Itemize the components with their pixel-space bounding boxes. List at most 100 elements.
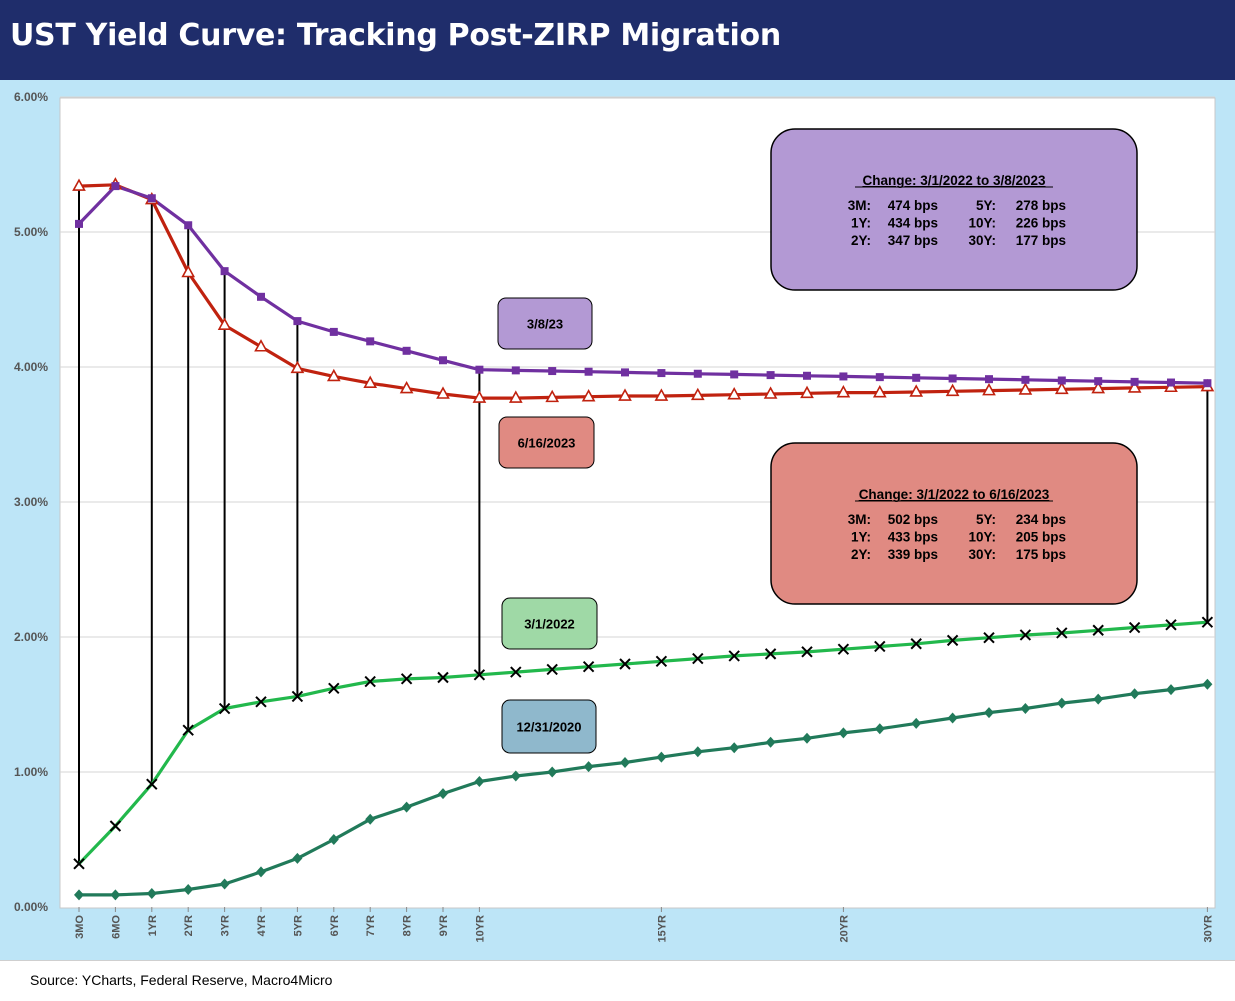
series-label-text: 6/16/2023 xyxy=(518,436,576,451)
data-point xyxy=(219,878,230,890)
data-point xyxy=(254,339,268,352)
series-label-3: 3/1/2022 xyxy=(501,597,598,650)
x-marker-stroke xyxy=(255,696,267,708)
change-box-cell: 5Y: xyxy=(976,198,996,213)
data-point xyxy=(1203,379,1212,388)
data-point xyxy=(948,374,957,383)
change-box-cell: 30Y: xyxy=(968,547,996,562)
data-point xyxy=(657,369,666,378)
data-point xyxy=(220,267,229,276)
data-point xyxy=(693,369,702,378)
data-point xyxy=(293,317,302,326)
data-point xyxy=(548,367,557,376)
data-point xyxy=(146,888,157,899)
x-marker-stroke xyxy=(728,650,740,662)
data-point xyxy=(945,383,960,397)
x-marker-stroke xyxy=(874,640,886,653)
data-point xyxy=(728,650,740,662)
change-box-2: Change: 3/1/2022 to 6/16/2023 3M: 502 bps 5… xyxy=(770,442,1138,605)
change-box-cell: 226 bps xyxy=(1016,216,1066,231)
change-connectors xyxy=(78,186,1209,864)
x-marker-stroke xyxy=(1056,627,1068,639)
data-point xyxy=(875,373,884,382)
data-point xyxy=(510,770,521,782)
data-point xyxy=(400,673,413,685)
data-point xyxy=(364,675,376,688)
data-point xyxy=(655,655,668,668)
data-point xyxy=(109,820,122,832)
data-point xyxy=(946,634,959,647)
data-point xyxy=(181,264,196,278)
data-point xyxy=(1056,697,1067,709)
data-point xyxy=(874,640,886,653)
x-marker-stroke xyxy=(1165,619,1177,631)
chart-title: UST Yield Curve: Tracking Post-ZIRP Migr… xyxy=(10,18,781,53)
series-label-box xyxy=(501,699,597,754)
data-point xyxy=(366,337,375,346)
change-box-cell: 10Y: xyxy=(968,216,996,231)
data-point xyxy=(1092,624,1104,636)
data-point xyxy=(1056,627,1068,639)
data-point xyxy=(947,712,958,724)
data-point xyxy=(402,346,411,355)
series-line-12-31-2020 xyxy=(79,682,1208,897)
series-label-box xyxy=(498,416,595,469)
change-box-cell: 278 bps xyxy=(1016,198,1066,213)
data-point xyxy=(803,371,811,380)
change-box-cell: 433 bps xyxy=(888,530,938,545)
data-point xyxy=(984,707,994,719)
data-point xyxy=(656,751,667,763)
data-point xyxy=(730,370,739,379)
change-box-cell: 175 bps xyxy=(1016,547,1066,562)
x-marker-stroke xyxy=(400,673,413,685)
series-label-4: 12/31/2020 xyxy=(501,699,597,754)
data-point xyxy=(438,788,448,800)
x-marker-stroke xyxy=(1201,616,1214,628)
x-tick-label: 20YR xyxy=(838,915,850,943)
change-box-cell: 205 bps xyxy=(1016,530,1066,545)
data-point xyxy=(982,382,996,396)
data-point xyxy=(439,356,447,365)
data-point xyxy=(727,387,742,400)
data-point xyxy=(546,663,558,676)
data-point xyxy=(582,660,595,673)
change-box-cell: 474 bps xyxy=(888,198,938,213)
change-box-1: Change: 3/1/2022 to 3/8/2023 3M: 474 bps 5Y… xyxy=(770,128,1138,291)
data-point xyxy=(1128,621,1141,634)
x-marker-stroke xyxy=(146,778,158,790)
change-box-cell: 434 bps xyxy=(888,216,938,231)
x-marker-stroke xyxy=(182,724,194,736)
data-point xyxy=(511,366,520,375)
data-point xyxy=(1130,377,1139,386)
y-tick-label: 6.00% xyxy=(14,90,48,104)
data-point xyxy=(472,390,487,403)
data-point xyxy=(621,368,629,377)
data-point xyxy=(766,371,775,380)
x-marker-stroke xyxy=(291,690,304,703)
data-point xyxy=(800,385,814,399)
data-point xyxy=(618,388,632,401)
series-label-2: 6/16/2023 xyxy=(498,416,595,469)
data-point xyxy=(436,386,450,399)
data-point xyxy=(510,666,522,678)
data-point xyxy=(1091,380,1106,394)
data-point xyxy=(73,858,85,870)
y-tick-label: 0.00% xyxy=(14,900,48,914)
x-tick-label: 8YR xyxy=(402,915,414,936)
data-point xyxy=(764,648,777,660)
change-box-cell: 5Y: xyxy=(976,512,996,527)
series-label-group: 3/8/23 6/16/2023 3/1/2022 12/31/2020 xyxy=(497,297,598,754)
x-marker-stroke xyxy=(218,702,231,715)
data-point xyxy=(985,375,993,384)
data-point xyxy=(874,723,885,735)
x-marker-stroke xyxy=(946,634,959,647)
series-label-text: 3/1/2022 xyxy=(524,617,575,632)
data-point xyxy=(1021,375,1030,384)
data-point xyxy=(1018,382,1033,395)
data-point xyxy=(872,384,887,398)
x-tick-label: 10YR xyxy=(474,915,486,943)
x-tick-label: 7YR xyxy=(365,915,377,936)
x-marker-stroke xyxy=(983,631,995,644)
x-tick-label: 15YR xyxy=(656,915,668,943)
change-box-cell: 2Y: xyxy=(851,547,871,562)
